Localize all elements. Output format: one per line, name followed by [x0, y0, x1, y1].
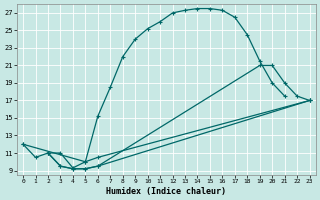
X-axis label: Humidex (Indice chaleur): Humidex (Indice chaleur)	[106, 187, 226, 196]
